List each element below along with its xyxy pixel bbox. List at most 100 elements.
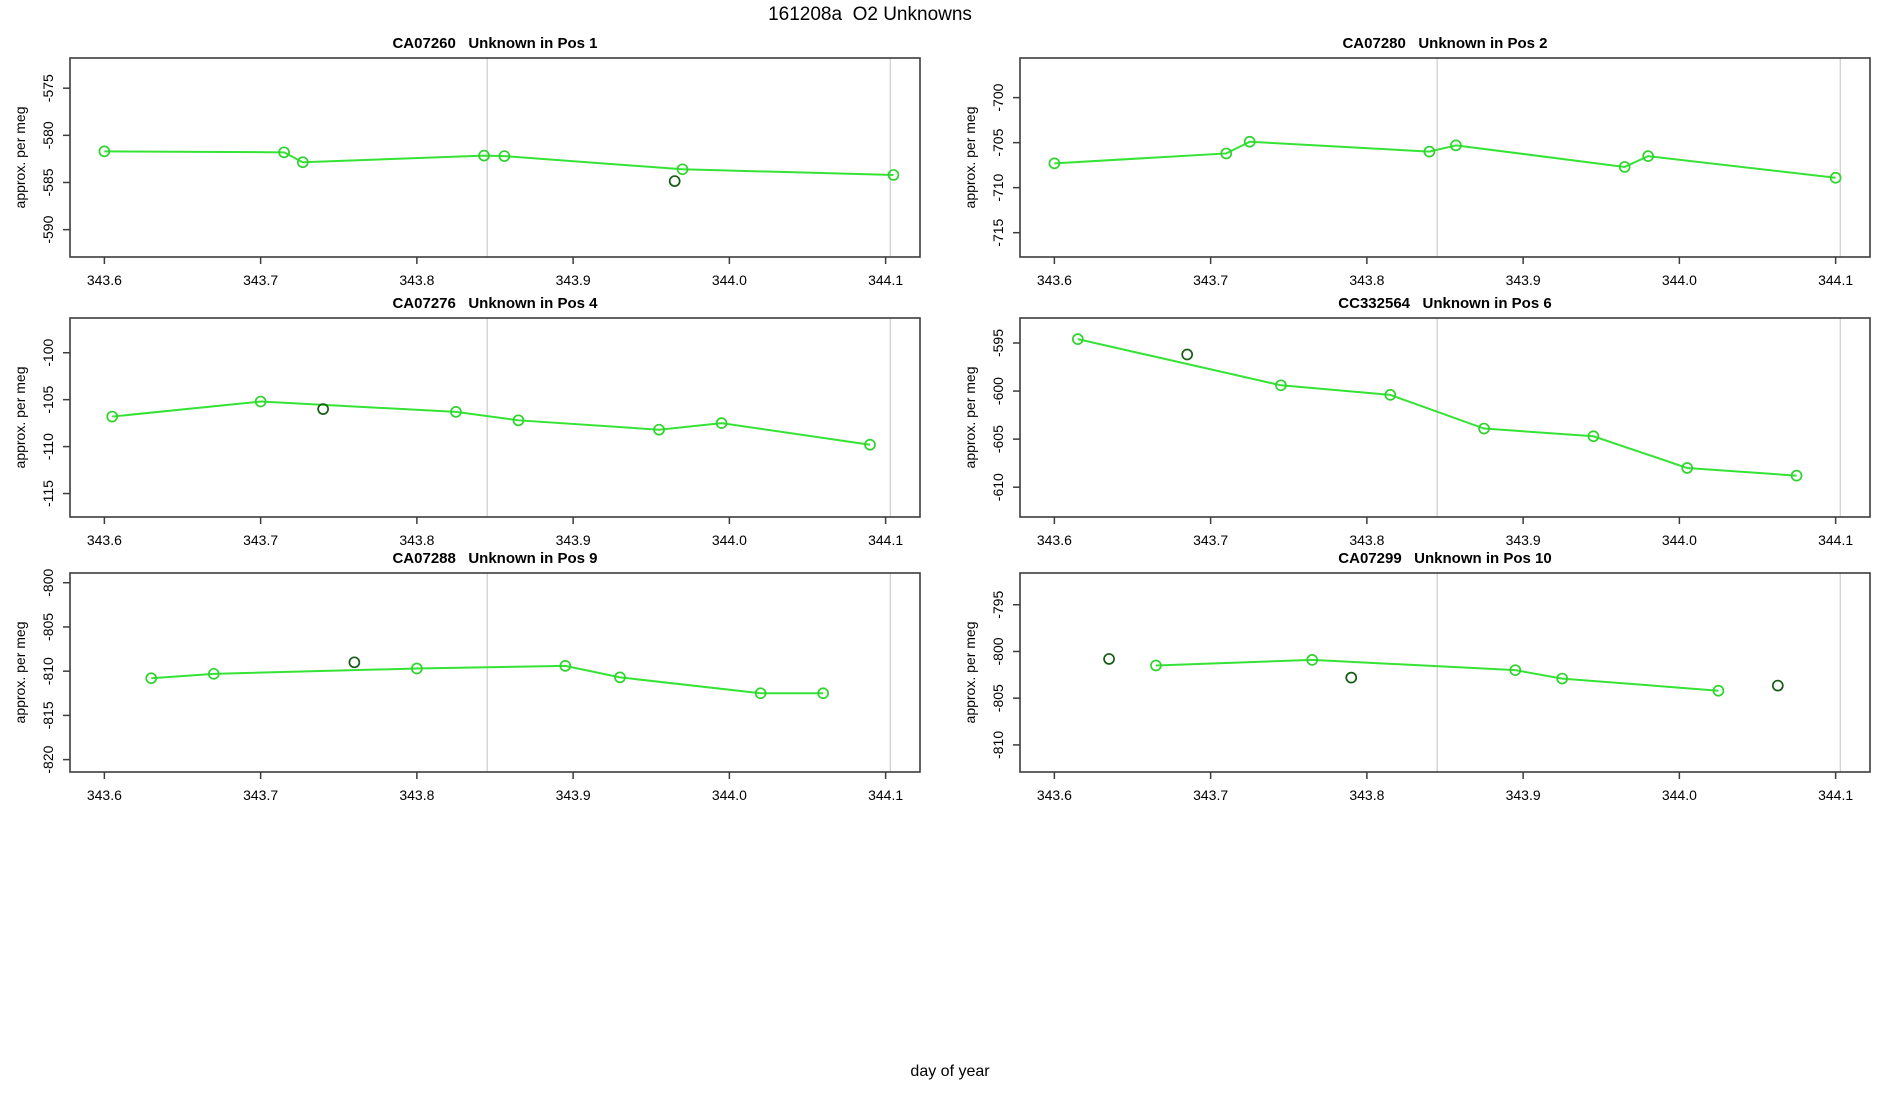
chart-CC332564: 343.6 343.7 343.8 343.9 344.0 344.1 -595 -600 -6…: [962, 295, 1871, 548]
y-tick-label: -610: [990, 473, 1006, 501]
data-point-marker: [450, 406, 462, 418]
data-point-marker: [1150, 659, 1162, 672]
data-point-marker: [653, 423, 665, 436]
x-tick-label: 344.1: [868, 532, 903, 548]
data-point-marker: [1071, 333, 1084, 345]
series-line: [1054, 140, 1836, 179]
outlier-marker: [317, 403, 329, 415]
panel-title: CA07288 Unknown in Pos 9: [392, 550, 597, 567]
y-tick-label: -800: [40, 569, 56, 597]
y-tick-label: -575: [40, 74, 56, 102]
x-tick-label: 343.7: [243, 787, 278, 803]
plot-frame: [69, 57, 921, 258]
outlier-marker: [1103, 653, 1115, 665]
data-point-marker: [106, 410, 119, 423]
outlier-marker: [668, 175, 681, 187]
x-tick-label: 343.9: [556, 532, 591, 548]
panel-CA07280: 343.6 343.7 343.8 343.9 344.0 344.1 -700 -705 -7…: [950, 30, 1900, 295]
x-tick-label: 343.9: [1506, 787, 1541, 803]
data-point-marker: [817, 687, 829, 700]
y-tick-label: -700: [990, 83, 1006, 111]
x-tick-label: 343.8: [399, 532, 434, 548]
plot-frame: [1019, 317, 1871, 518]
y-tick-label: -805: [40, 613, 56, 641]
x-tick-label: 344.1: [868, 787, 903, 803]
y-tick-label: -715: [990, 218, 1006, 246]
x-tick-label: 344.0: [712, 272, 747, 288]
chart-CA07288: 343.6 343.7 343.8 343.9 344.0 344.1 -800 -805 -8…: [12, 550, 921, 803]
x-tick-label: 344.0: [1662, 272, 1697, 288]
data-point-marker: [207, 667, 220, 680]
panel-title: CA07260 Unknown in Pos 1: [392, 35, 597, 52]
x-tick-label: 343.7: [243, 272, 278, 288]
data-point-marker: [498, 150, 511, 162]
y-axis-label: approx. per meg: [962, 107, 978, 209]
series-line: [151, 664, 824, 695]
y-tick-label: -115: [40, 480, 56, 507]
chart-CA07260: 343.6 343.7 343.8 343.9 344.0 344.1 -575 -580 -5…: [12, 35, 921, 288]
chart-CA07299: 343.6 343.7 343.8 343.9 344.0 344.1 -795 -800 -8…: [962, 550, 1871, 803]
x-tick-label: 343.9: [1506, 272, 1541, 288]
x-tick-label: 344.0: [1662, 532, 1697, 548]
outlier-marker: [1181, 348, 1194, 361]
data-point-marker: [1618, 161, 1631, 173]
series-line: [1155, 658, 1719, 692]
main-title: 161208a O2 Unknowns: [768, 4, 972, 25]
outer-x-axis-label: day of year: [910, 1063, 990, 1080]
panel-CA07260: 343.6 343.7 343.8 343.9 344.0 344.1 -575 -580 -5…: [0, 30, 950, 295]
data-point-marker: [98, 145, 111, 158]
x-tick-label: 343.9: [556, 787, 591, 803]
series-line: [104, 150, 894, 176]
x-tick-label: 343.6: [87, 787, 122, 803]
data-point-marker: [1450, 139, 1462, 152]
data-point-marker: [1829, 171, 1842, 184]
y-tick-label: -105: [40, 385, 56, 413]
series-line: [112, 400, 871, 446]
data-point-marker: [1509, 664, 1522, 677]
data-point-marker: [559, 660, 572, 672]
y-tick-label: -710: [990, 173, 1006, 201]
y-axis-label: approx. per meg: [962, 622, 978, 724]
y-axis-label: approx. per meg: [12, 367, 28, 469]
y-tick-label: -585: [40, 168, 56, 196]
data-point-marker: [278, 146, 290, 159]
x-tick-label: 343.6: [1037, 787, 1072, 803]
panel-CC332564: 343.6 343.7 343.8 343.9 344.0 344.1 -595 -600 -6…: [950, 290, 1900, 555]
outlier-marker: [348, 656, 361, 669]
y-tick-label: -805: [990, 684, 1006, 712]
y-axis-label: approx. per meg: [962, 367, 978, 469]
data-point-marker: [715, 417, 728, 429]
x-tick-label: 343.8: [1349, 787, 1384, 803]
data-point-marker: [864, 438, 876, 451]
y-tick-label: -100: [40, 339, 56, 367]
data-point-marker: [1384, 389, 1397, 401]
panel-title: CA07280 Unknown in Pos 2: [1342, 35, 1547, 52]
data-point-marker: [254, 395, 267, 408]
panel-CA07288: 343.6 343.7 343.8 343.9 344.0 344.1 -800 -805 -8…: [0, 545, 950, 810]
y-axis-label: approx. per meg: [12, 107, 28, 209]
data-point-marker: [145, 672, 158, 685]
y-tick-label: -110: [40, 433, 56, 460]
x-tick-label: 344.1: [868, 272, 903, 288]
y-tick-label: -815: [40, 701, 56, 729]
x-tick-label: 344.0: [712, 787, 747, 803]
x-tick-label: 343.6: [1037, 272, 1072, 288]
chart-CA07280: 343.6 343.7 343.8 343.9 344.0 344.1 -700 -705 -7…: [962, 35, 1871, 288]
panel-title: CA07299 Unknown in Pos 10: [1338, 550, 1551, 567]
x-tick-label: 343.8: [1349, 532, 1384, 548]
x-tick-label: 343.6: [87, 272, 122, 288]
data-point-marker: [1243, 135, 1256, 148]
data-point-marker: [754, 687, 767, 700]
data-point-marker: [1681, 462, 1694, 474]
y-tick-label: -810: [40, 657, 56, 685]
data-point-marker: [296, 156, 309, 169]
data-point-marker: [1220, 147, 1233, 160]
y-tick-label: -580: [40, 121, 56, 149]
data-point-marker: [676, 163, 689, 176]
data-point-marker: [1306, 654, 1319, 666]
x-tick-label: 343.7: [1193, 272, 1228, 288]
x-tick-label: 343.8: [399, 787, 434, 803]
data-point-marker: [1048, 157, 1061, 170]
outlier-marker: [1771, 679, 1784, 692]
